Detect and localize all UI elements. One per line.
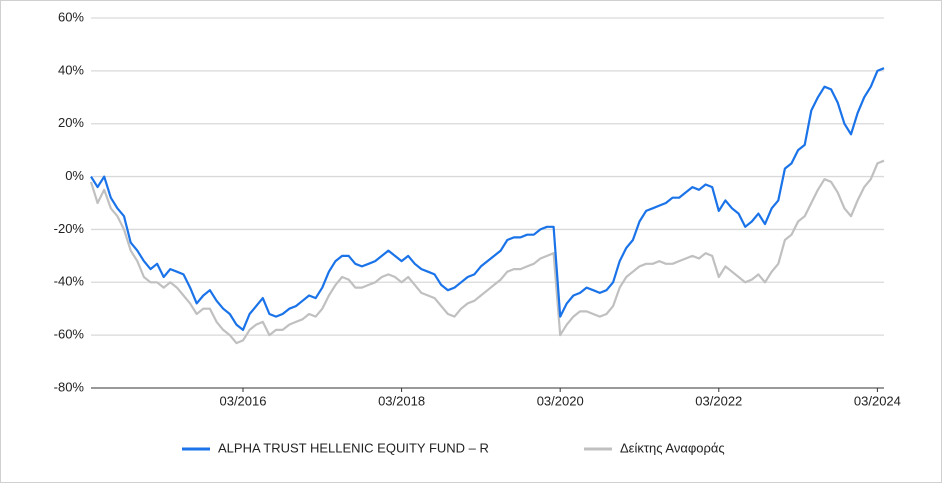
series-line (89, 159, 885, 345)
x-tick-label: 03/2016 (219, 393, 266, 408)
y-tick-label: 60% (58, 9, 84, 24)
x-tick-label: 03/2024 (854, 393, 901, 408)
y-tick-label: -80% (54, 379, 85, 394)
y-tick-label: 0% (65, 168, 84, 183)
x-tick-label: 03/2020 (537, 393, 584, 408)
legend-label: Δείκτης Αναφοράς (620, 440, 725, 455)
y-tick-label: -20% (54, 221, 85, 236)
series-line (90, 67, 885, 331)
x-tick-label: 03/2022 (695, 393, 742, 408)
x-tick-label: 03/2018 (378, 393, 425, 408)
y-tick-label: 40% (58, 62, 84, 77)
y-tick-label: -40% (54, 274, 85, 289)
y-tick-label: -60% (54, 327, 85, 342)
y-tick-label: 20% (58, 115, 84, 130)
legend-label: ALPHA TRUST HELLENIC EQUITY FUND – R (218, 440, 489, 455)
